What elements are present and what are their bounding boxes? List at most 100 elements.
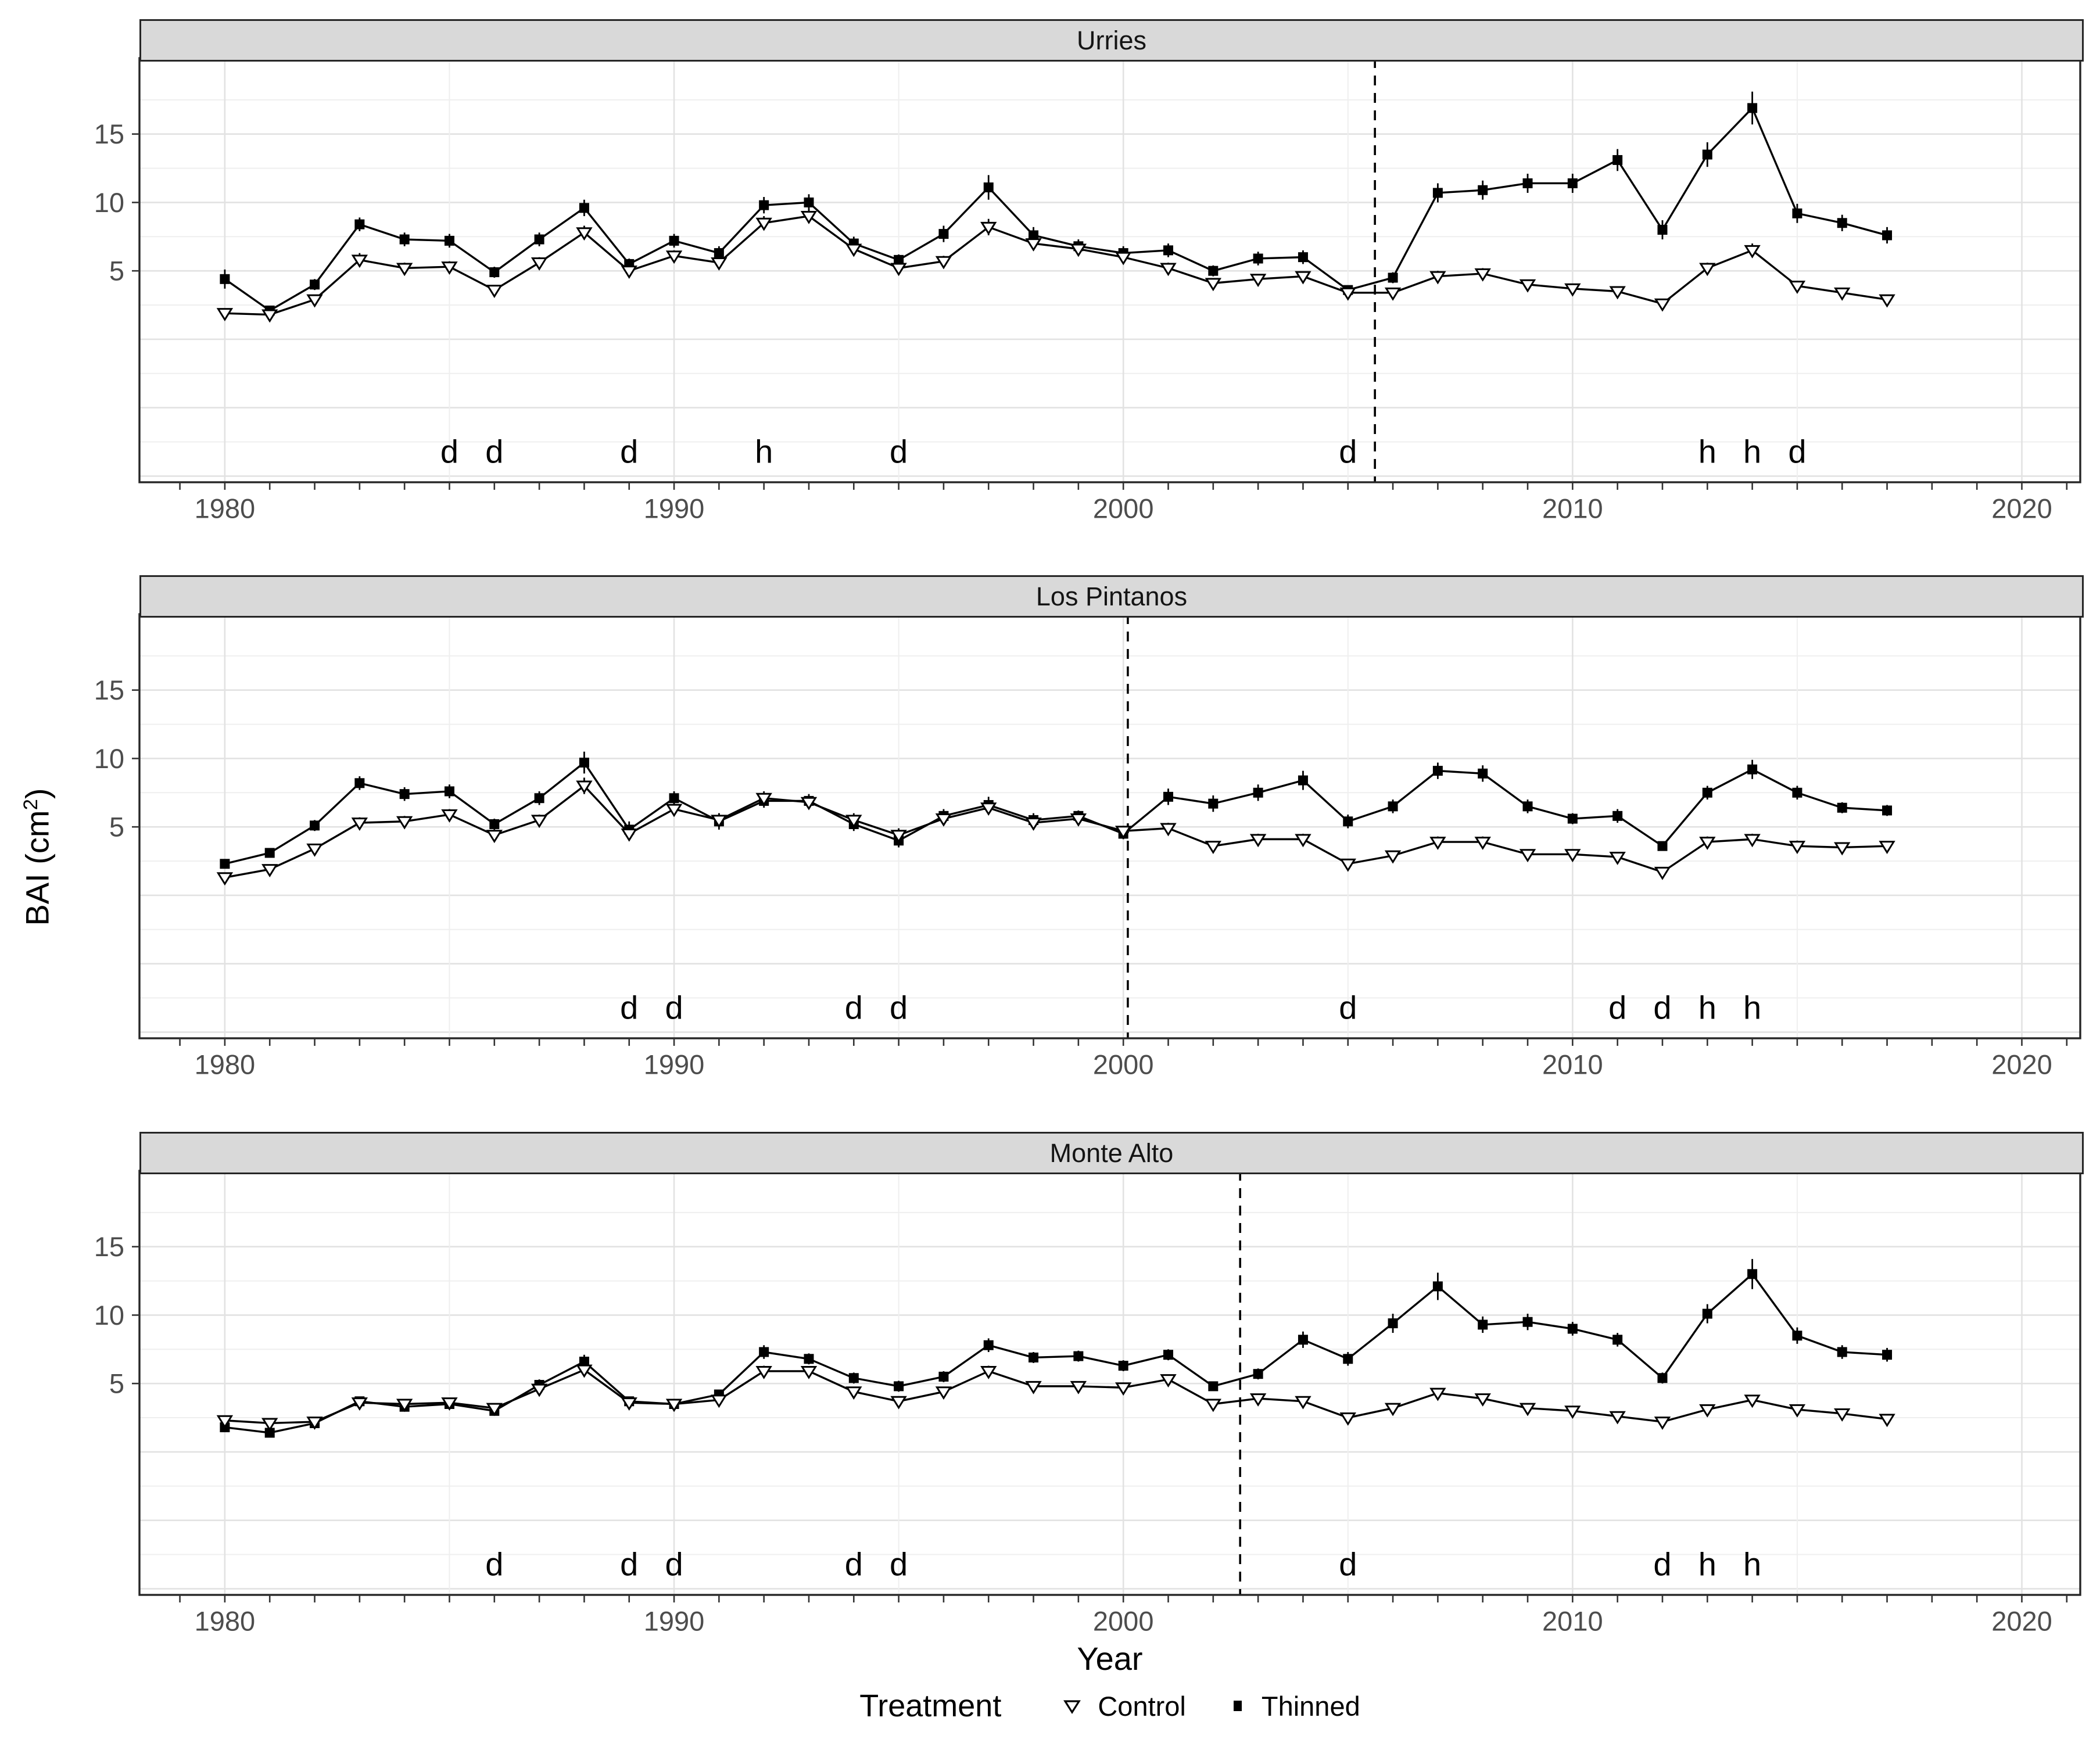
thinned-marker: [983, 182, 994, 193]
control-marker: [396, 1399, 413, 1412]
control-marker: [1339, 1412, 1356, 1426]
control-marker: [665, 804, 683, 817]
x-tick-label: 2020: [1991, 493, 2052, 523]
control-marker: [306, 1417, 323, 1430]
event-letter-d: d: [890, 989, 908, 1026]
control-marker: [1699, 837, 1716, 850]
thinned-marker: [759, 200, 769, 210]
event-letter-d: d: [440, 433, 458, 470]
facet-title: Monte Alto: [1049, 1138, 1174, 1168]
control-marker: [1025, 238, 1042, 252]
thinned-points: [220, 758, 1893, 869]
thinned-marker: [579, 1357, 589, 1367]
control-marker: [1429, 1387, 1446, 1401]
control-marker: [1160, 263, 1177, 277]
control-marker: [486, 1403, 503, 1417]
control-marker: [1474, 837, 1491, 850]
open-triangle-down-icon: [1063, 1700, 1081, 1714]
control-marker: [1070, 243, 1087, 257]
control-marker: [1564, 1405, 1581, 1419]
thinned-marker: [1253, 253, 1263, 264]
thinned-marker: [1253, 1369, 1263, 1379]
x-tick-label: 2010: [1542, 493, 1603, 523]
control-marker: [261, 864, 278, 878]
thinned-marker: [1837, 1347, 1847, 1357]
control-marker: [1879, 294, 1895, 308]
event-letter-h: h: [1743, 433, 1761, 470]
thinned-marker: [1612, 155, 1623, 165]
event-letter-d: d: [665, 1546, 683, 1583]
thinned-marker: [1792, 787, 1802, 798]
thinned-marker: [1478, 185, 1488, 195]
event-letter-h: h: [1698, 1546, 1716, 1583]
control-marker: [755, 793, 772, 806]
x-tick-label: 2000: [1093, 493, 1154, 523]
facet-title: Los Pintanos: [1035, 581, 1188, 611]
thinned-marker: [1118, 1361, 1128, 1371]
control-marker: [531, 1383, 548, 1397]
thinned-marker: [1522, 178, 1533, 188]
control-points: [216, 210, 1895, 323]
control-marker: [1114, 1382, 1132, 1396]
control-marker: [486, 830, 503, 844]
control-marker: [1879, 1414, 1895, 1428]
control-marker: [1295, 271, 1311, 285]
y-axis-title-superscript: 2: [19, 799, 42, 811]
y-tick-label: 10: [94, 1300, 124, 1331]
gridlines: [139, 1171, 2080, 1595]
x-tick-label: 1980: [195, 1049, 256, 1080]
control-marker: [1114, 826, 1132, 840]
control-points: [216, 1364, 1895, 1432]
x-axis-title: Year: [1077, 1640, 1143, 1677]
control-marker: [1609, 851, 1626, 865]
thinned-marker: [1029, 1352, 1039, 1362]
event-letter-d: d: [845, 989, 863, 1026]
x-tick-label: 1990: [644, 1049, 705, 1080]
thinned-marker: [1837, 218, 1847, 228]
thinned-marker: [1567, 1324, 1578, 1334]
thinned-marker: [1432, 766, 1443, 776]
event-letter-d: d: [890, 433, 908, 470]
control-marker: [665, 1399, 683, 1412]
event-letter-d: d: [1608, 989, 1626, 1026]
axis-ticks: [132, 1246, 2068, 1602]
control-marker: [1070, 813, 1087, 827]
y-tick-label: 5: [109, 1368, 124, 1399]
event-letter-h: h: [1743, 989, 1761, 1026]
x-tick-label: 2010: [1542, 1049, 1603, 1080]
control-marker: [1744, 245, 1761, 259]
thinned-marker: [1163, 245, 1174, 256]
control-marker: [800, 797, 818, 811]
control-marker: [621, 828, 637, 842]
thinned-marker: [1747, 1269, 1758, 1279]
control-line: [224, 1368, 1887, 1425]
x-tick-label: 2010: [1542, 1605, 1603, 1636]
control-marker: [890, 830, 907, 844]
event-letter-h: h: [1698, 433, 1716, 470]
control-marker: [351, 254, 368, 268]
thinned-points: [220, 1269, 1893, 1438]
control-marker: [486, 285, 503, 298]
event-letter-d: d: [620, 989, 638, 1026]
legend: Treatment Control Thinned: [139, 1688, 2080, 1724]
control-marker: [1744, 1394, 1761, 1408]
thinned-line: [224, 1273, 1887, 1434]
event-letter-d: d: [485, 1546, 503, 1583]
x-tick-label: 2000: [1093, 1605, 1154, 1636]
y-axis-title: BAI (cm2): [19, 788, 56, 926]
x-tick-label: 1980: [195, 1605, 256, 1636]
thinned-marker: [1208, 266, 1219, 276]
control-marker: [1519, 849, 1536, 863]
thinned-marker: [444, 786, 454, 797]
facet-strip-urries: Urries: [139, 19, 2084, 62]
thinned-marker: [983, 1340, 994, 1350]
control-marker: [576, 227, 593, 241]
thinned-points: [220, 103, 1893, 315]
control-marker: [1160, 823, 1177, 837]
control-marker: [441, 1397, 458, 1411]
control-marker: [216, 308, 234, 322]
thinned-marker: [1702, 787, 1712, 798]
y-tick-label: 10: [94, 743, 124, 774]
control-marker: [396, 816, 413, 830]
